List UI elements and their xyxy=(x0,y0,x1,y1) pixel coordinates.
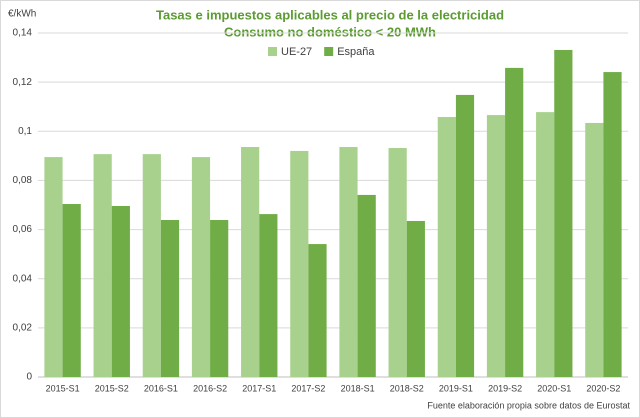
bar xyxy=(290,150,309,377)
y-tick-label: 0,1 xyxy=(18,126,32,137)
bar xyxy=(554,49,573,377)
legend-swatch xyxy=(324,47,334,56)
x-tick-label: 2016-S2 xyxy=(193,383,227,393)
bar xyxy=(111,205,130,377)
y-tick-label: 0,04 xyxy=(13,273,33,284)
legend-label: UE-27 xyxy=(281,46,312,58)
bar xyxy=(603,72,622,377)
x-tick-label: 2019-S1 xyxy=(439,383,473,393)
x-tick-label: 2016-S1 xyxy=(144,383,178,393)
x-tick-label: 2017-S1 xyxy=(242,383,276,393)
bar xyxy=(62,204,81,377)
bar xyxy=(536,112,555,378)
x-tick-label: 2020-S2 xyxy=(586,383,620,393)
bar xyxy=(437,117,456,377)
chart-title: Tasas e impuestos aplicables al precio d… xyxy=(156,7,504,22)
bar xyxy=(455,94,475,378)
bar xyxy=(160,219,180,377)
y-tick-label: 0,02 xyxy=(13,322,33,333)
bar xyxy=(308,244,327,377)
bar xyxy=(142,154,161,377)
y-tick-label: 0,14 xyxy=(13,28,33,39)
bar xyxy=(191,157,211,377)
y-axis-label: €/kWh xyxy=(8,9,36,20)
source-note: Fuente elaboración propia sobre datos de… xyxy=(427,400,630,410)
legend-swatch xyxy=(268,47,277,56)
x-tick-label: 2018-S2 xyxy=(390,383,424,393)
bar xyxy=(210,219,229,377)
bar xyxy=(585,122,604,377)
bar xyxy=(357,194,376,377)
x-tick-label: 2019-S2 xyxy=(488,383,522,393)
x-tick-label: 2015-S1 xyxy=(46,383,80,393)
y-tick-label: 0,08 xyxy=(13,175,33,186)
x-tick-label: 2017-S2 xyxy=(291,383,325,393)
y-tick-label: 0,06 xyxy=(13,224,33,235)
bar xyxy=(388,147,407,377)
bar xyxy=(406,220,425,377)
y-tick-label: 0 xyxy=(26,372,32,383)
chart-subtitle: Consumo no doméstico < 20 MWh xyxy=(224,24,436,39)
bar xyxy=(259,214,278,377)
bar xyxy=(93,154,112,377)
bar xyxy=(486,115,506,377)
bar xyxy=(241,147,260,377)
x-tick-label: 2020-S1 xyxy=(537,383,571,393)
bar xyxy=(44,157,63,377)
bar xyxy=(505,67,524,378)
bar xyxy=(339,147,358,377)
legend-label: España xyxy=(337,46,375,58)
x-tick-label: 2018-S1 xyxy=(341,383,375,393)
x-tick-label: 2015-S2 xyxy=(95,383,129,393)
y-tick-label: 0,12 xyxy=(13,77,33,88)
